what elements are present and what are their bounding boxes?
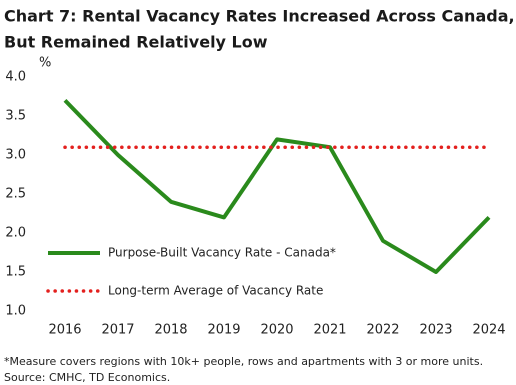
y-tick-label: 2.0	[5, 226, 26, 241]
x-tick-label: 2022	[366, 323, 399, 338]
y-tick-label: 3.5	[5, 109, 26, 124]
y-axis-label: %	[39, 56, 51, 71]
y-tick-label: 2.5	[5, 187, 26, 202]
footnote: *Measure covers regions with 10k+ people…	[4, 355, 483, 368]
x-tick-label: 2016	[48, 323, 81, 338]
x-tick-label: 2020	[260, 323, 293, 338]
chart-title: Chart 7: Rental Vacancy Rates Increased …	[4, 7, 515, 26]
chart-title: But Remained Relatively Low	[4, 33, 268, 52]
source: Source: CMHC, TD Economics.	[4, 371, 170, 384]
x-tick-label: 2017	[101, 323, 134, 338]
x-tick-label: 2019	[207, 323, 240, 338]
y-tick-label: 1.5	[5, 265, 26, 280]
x-tick-label: 2021	[313, 323, 346, 338]
y-tick-label: 4.0	[5, 70, 26, 85]
x-tick-label: 2024	[472, 323, 505, 338]
y-tick-label: 3.0	[5, 148, 26, 163]
y-tick-label: 1.0	[5, 304, 26, 319]
legend-label: Purpose-Built Vacancy Rate - Canada*	[108, 246, 336, 260]
x-tick-label: 2018	[154, 323, 187, 338]
legend-label: Long-term Average of Vacancy Rate	[108, 284, 323, 298]
x-tick-label: 2023	[419, 323, 452, 338]
series-line	[63, 99, 491, 274]
